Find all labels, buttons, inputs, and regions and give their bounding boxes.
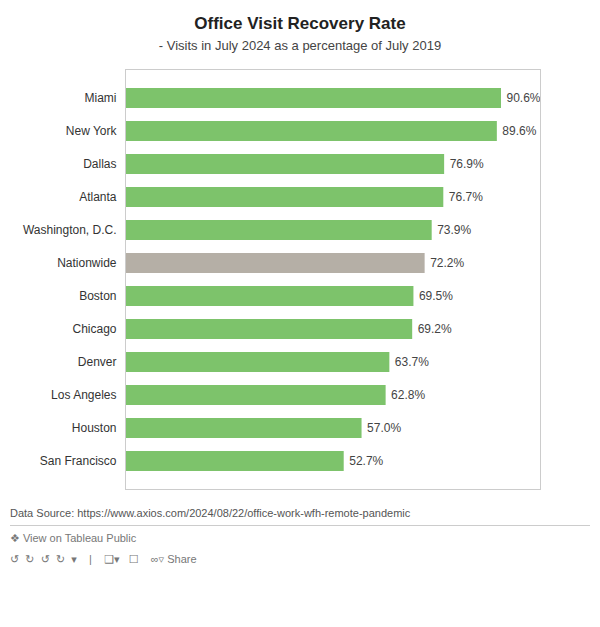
svg-text:73.9%: 73.9% (437, 223, 471, 237)
svg-text:52.7%: 52.7% (349, 454, 383, 468)
svg-text:69.2%: 69.2% (418, 322, 452, 336)
svg-text:72.2%: 72.2% (430, 256, 464, 270)
svg-text:Miami: Miami (85, 91, 117, 105)
svg-text:San Francisco: San Francisco (40, 454, 117, 468)
html-text:❖ View on Tableau Public: ❖ View on Tableau Public (10, 532, 137, 544)
svg-text:Washington, D.C.: Washington, D.C. (23, 223, 117, 237)
html-text:Office Visit Recovery Rate: Office Visit Recovery Rate (194, 14, 406, 33)
svg-text:63.7%: 63.7% (395, 355, 429, 369)
svg-text:New York: New York (66, 124, 118, 138)
svg-text:Chicago: Chicago (72, 322, 116, 336)
html-text:- Visits in July 2024 as a per: - Visits in July 2024 as a percentage of… (158, 38, 442, 53)
svg-text:Los Angeles: Los Angeles (51, 388, 116, 402)
html-text:Data Source: https://www.axios: Data Source: https://www.axios.com/2024/… (10, 507, 411, 519)
svg-text:Dallas: Dallas (83, 157, 116, 171)
svg-text:Nationwide: Nationwide (57, 256, 117, 270)
svg-text:Boston: Boston (79, 289, 116, 303)
svg-text:89.6%: 89.6% (502, 124, 536, 138)
svg-text:Atlanta: Atlanta (79, 190, 117, 204)
svg-text:Denver: Denver (78, 355, 117, 369)
svg-text:76.7%: 76.7% (449, 190, 483, 204)
svg-text:62.8%: 62.8% (391, 388, 425, 402)
html-text:↺ ↻ ↺ ↻ ▾ | ❑▾ ☐ ∞▿ Share: ↺ ↻ ↺ ↻ ▾ | ❑▾ ☐ ∞▿ Share (10, 553, 197, 565)
svg-text:76.9%: 76.9% (450, 157, 484, 171)
svg-text:Houston: Houston (72, 421, 117, 435)
svg-text:57.0%: 57.0% (367, 421, 401, 435)
svg-text:69.5%: 69.5% (419, 289, 453, 303)
svg-text:90.6%: 90.6% (506, 91, 540, 105)
